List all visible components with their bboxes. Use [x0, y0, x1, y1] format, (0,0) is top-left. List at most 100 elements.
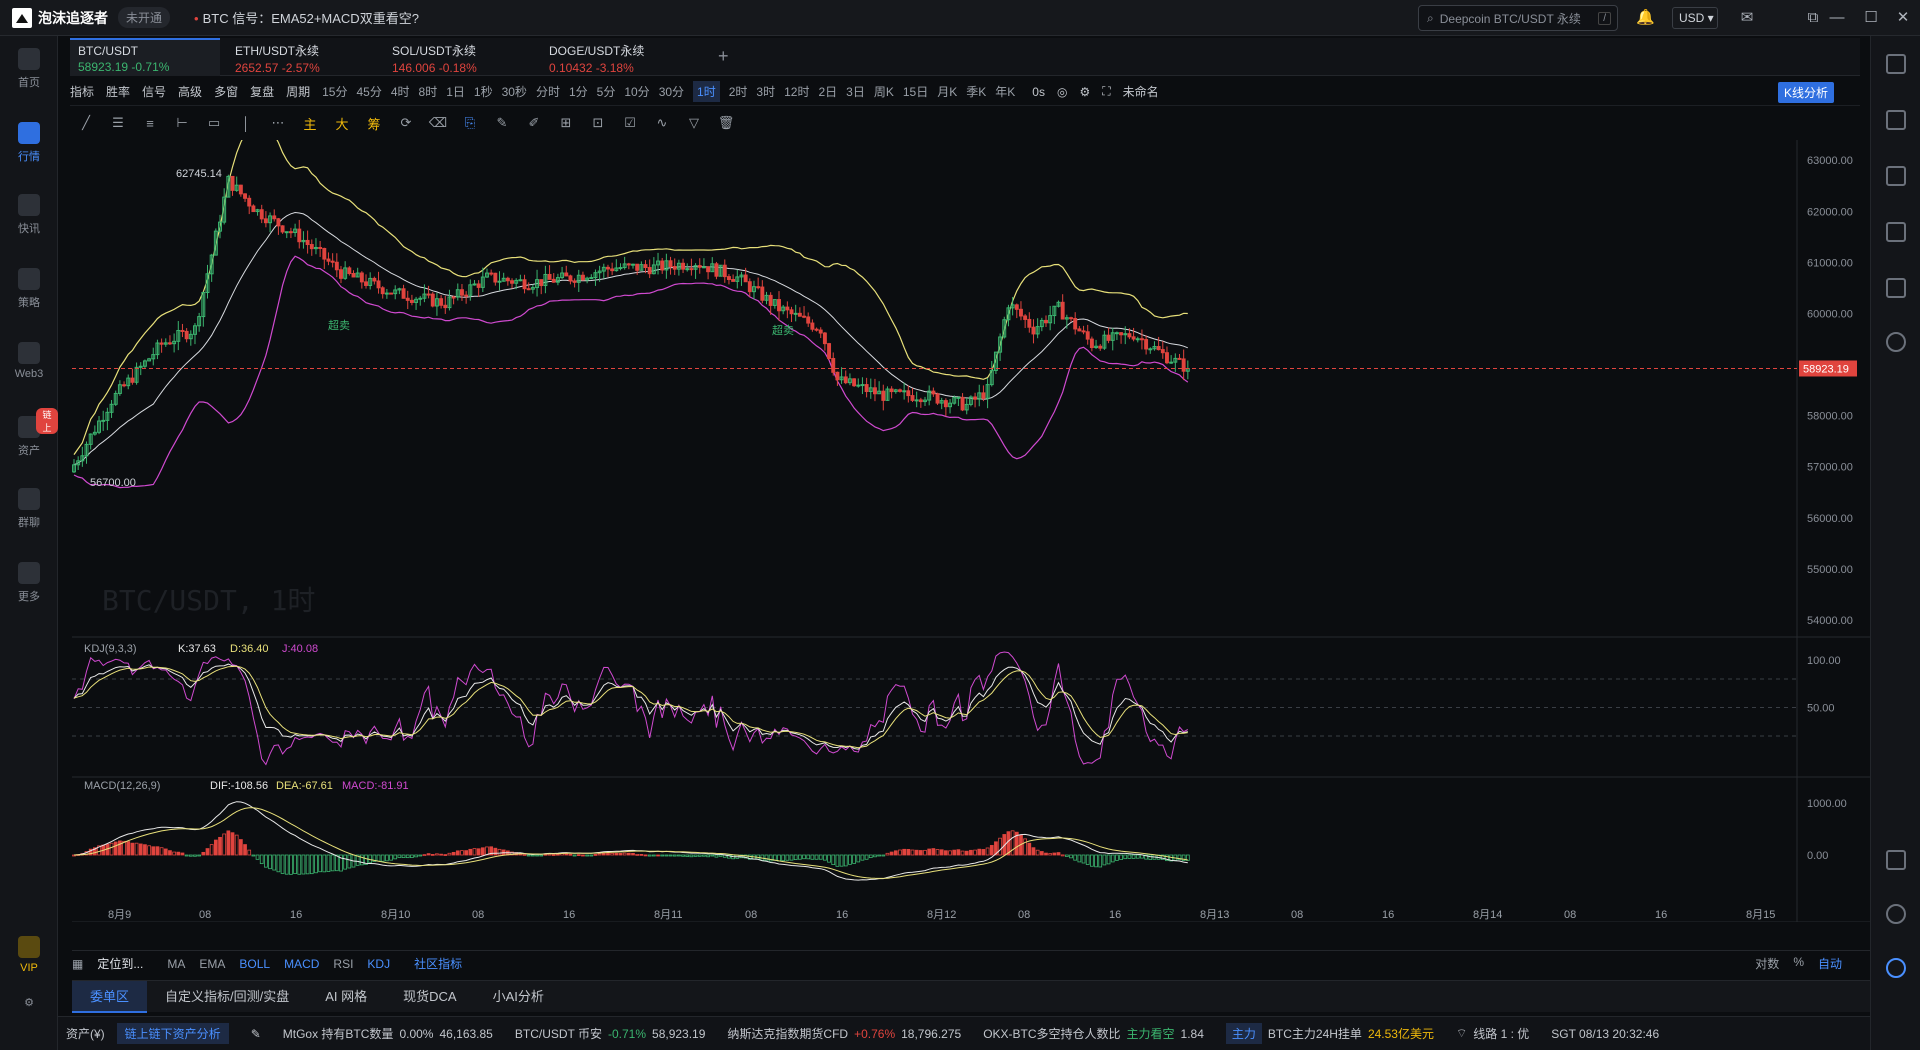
- indicator-toggle[interactable]: MACD: [284, 956, 320, 971]
- sidebar-item-5[interactable]: 资产 链上: [0, 408, 58, 458]
- channel-tool-icon[interactable]: ≡: [146, 115, 154, 131]
- fullscreen-icon[interactable]: ⛶: [1102, 84, 1111, 98]
- period-option[interactable]: 4时: [390, 85, 410, 99]
- indicator-toggle[interactable]: BOLL: [239, 956, 271, 971]
- pencil-tool-icon[interactable]: ✎: [496, 115, 508, 130]
- period-option[interactable]: 分时: [535, 85, 560, 99]
- macd-label[interactable]: MACD(12,26,9): [84, 780, 160, 792]
- ticker-name[interactable]: MtGox 持有BTC数量: [282, 1027, 394, 1041]
- sidebar-item-0[interactable]: 首页: [0, 48, 58, 90]
- period-option[interactable]: 季K: [966, 85, 987, 99]
- period-option[interactable]: 12时: [784, 85, 810, 99]
- currency-select[interactable]: USD ▾: [1672, 7, 1718, 29]
- ray-tool-icon[interactable]: ⊢: [176, 115, 188, 130]
- panel-tab[interactable]: 现货DCA: [403, 988, 457, 1004]
- scale-option[interactable]: 对数: [1755, 957, 1780, 971]
- settings-icon[interactable]: ⚙: [1079, 84, 1091, 99]
- camera-icon[interactable]: ◎: [1056, 84, 1068, 99]
- toolbar-item[interactable]: 信号: [142, 85, 167, 99]
- period-option[interactable]: 15分: [322, 85, 348, 99]
- more-tools-icon[interactable]: ⋯: [271, 115, 285, 130]
- maximize-icon[interactable]: ☐: [1864, 9, 1878, 26]
- layout-name[interactable]: 未命名: [1122, 85, 1159, 99]
- vline-tool-icon[interactable]: │: [241, 115, 251, 131]
- panel-icon[interactable]: [1886, 850, 1906, 870]
- search-input[interactable]: ⌕ Deepcoin BTC/USDT 永续 /: [1418, 5, 1618, 31]
- measure-tool-icon[interactable]: ⊞: [560, 115, 572, 130]
- panel-tab[interactable]: AI 网格: [325, 988, 368, 1004]
- sidebar-item-7[interactable]: 更多: [0, 562, 58, 604]
- headset-icon[interactable]: [1886, 904, 1906, 924]
- toolbar-item[interactable]: 复盘: [250, 85, 275, 99]
- orderbook-icon[interactable]: [1886, 110, 1906, 130]
- symbol-tab[interactable]: SOL/USDT永续 146.006 -0.18%: [384, 38, 534, 76]
- onchain-button[interactable]: 链上链下资产分析: [116, 1023, 229, 1044]
- toolbar-item[interactable]: 指标: [70, 85, 95, 99]
- indicator-toggle[interactable]: EMA: [199, 956, 226, 971]
- kdj-label[interactable]: KDJ(9,3,3): [84, 643, 137, 655]
- candlestick-chart[interactable]: BTC/USDT, 1时 63000.00 62000.00 61000.00 6000…: [72, 140, 1870, 922]
- brush-tool-icon[interactable]: ✐: [528, 115, 540, 130]
- period-option[interactable]: 年K: [995, 85, 1016, 99]
- panel-tab[interactable]: 自定义指标/回测/实盘: [165, 988, 290, 1004]
- period-option[interactable]: 45分: [356, 85, 382, 99]
- sidebar-item-2[interactable]: 快讯: [0, 194, 58, 236]
- main-text[interactable]: BTC主力24H挂单: [1267, 1027, 1362, 1041]
- period-option[interactable]: 30秒: [501, 85, 527, 99]
- screen-icon[interactable]: [1886, 278, 1906, 298]
- layout-icon[interactable]: [1886, 54, 1906, 74]
- toolbar-item[interactable]: 胜率: [106, 85, 131, 99]
- period-option[interactable]: 1秒: [473, 85, 493, 99]
- panel-tab[interactable]: 委单区: [72, 980, 148, 1013]
- signal-headline[interactable]: • BTC 信号：EMA52+MACD双重看空?: [194, 11, 419, 26]
- toolbar-item[interactable]: 高级: [178, 85, 203, 99]
- period-option[interactable]: 3时: [756, 85, 776, 99]
- indicator-toggle[interactable]: MA: [167, 956, 186, 971]
- add-tab-icon[interactable]: +: [718, 46, 729, 66]
- locate-button[interactable]: 定位到...: [97, 957, 144, 971]
- app-logo[interactable]: 泡沫追逐者: [12, 7, 108, 28]
- cycle-tool-icon[interactable]: ⟳: [400, 115, 412, 130]
- edit-icon[interactable]: ✎: [250, 1026, 261, 1041]
- indicator-toggle[interactable]: KDJ: [367, 956, 391, 971]
- big-tool[interactable]: 大: [335, 116, 349, 132]
- magnet-tool-icon[interactable]: ∿: [656, 115, 668, 130]
- scale-option[interactable]: 自动: [1817, 957, 1842, 971]
- trend-icon[interactable]: [1886, 222, 1906, 242]
- minimize-icon[interactable]: —: [1829, 9, 1845, 26]
- period-option[interactable]: 15日: [902, 85, 929, 99]
- scale-option[interactable]: %: [1793, 955, 1804, 969]
- ticker-name[interactable]: BTC/USDT 币安: [514, 1027, 602, 1041]
- copy-tool-icon[interactable]: ⎘: [464, 115, 476, 130]
- period-option[interactable]: 10分: [624, 85, 650, 99]
- toolbar-item[interactable]: 周期: [286, 85, 311, 99]
- depth-icon[interactable]: [1886, 166, 1906, 186]
- period-option[interactable]: 2日: [818, 85, 838, 99]
- period-option[interactable]: 2时: [728, 85, 748, 99]
- sidebar-item-6[interactable]: 群聊: [0, 488, 58, 530]
- subscription-pill[interactable]: 未开通: [118, 7, 171, 28]
- mail-icon[interactable]: ✉: [1740, 9, 1754, 26]
- community-indicators[interactable]: 社区指标: [414, 957, 463, 971]
- erase-tool-icon[interactable]: ⌫: [428, 115, 448, 130]
- lock-tool-icon[interactable]: ⊡: [592, 115, 604, 130]
- ticker-name[interactable]: 纳斯达克指数期货CFD: [727, 1027, 849, 1041]
- popout-icon[interactable]: ⧉: [1807, 9, 1819, 26]
- ticker-name[interactable]: OKX-BTC多空持仓人数比: [983, 1027, 1121, 1041]
- toolbar-item[interactable]: 多窗: [214, 85, 239, 99]
- close-icon[interactable]: ✕: [1896, 9, 1910, 26]
- sidebar-item-8[interactable]: VIP: [0, 936, 58, 974]
- filter-tool-icon[interactable]: ▽: [689, 115, 699, 130]
- period-option[interactable]: 5分: [596, 85, 616, 99]
- chip-tool[interactable]: 筹: [367, 116, 381, 132]
- symbol-tab[interactable]: BTC/USDT 58923.19 -0.71%: [70, 38, 220, 76]
- symbol-tab[interactable]: DOGE/USDT永续 0.10432 -3.18%: [541, 38, 691, 76]
- rect-tool-icon[interactable]: ▭: [207, 115, 221, 130]
- settings-icon[interactable]: ⚙: [24, 997, 34, 1009]
- panel-tab[interactable]: 小AI分析: [492, 988, 544, 1004]
- kline-analysis-button[interactable]: K线分析: [1778, 82, 1835, 103]
- period-option[interactable]: 1时: [693, 81, 720, 102]
- line-tool-icon[interactable]: ╱: [82, 115, 90, 130]
- trash-icon[interactable]: 🗑: [717, 115, 735, 130]
- sidebar-item-3[interactable]: 策略: [0, 268, 58, 310]
